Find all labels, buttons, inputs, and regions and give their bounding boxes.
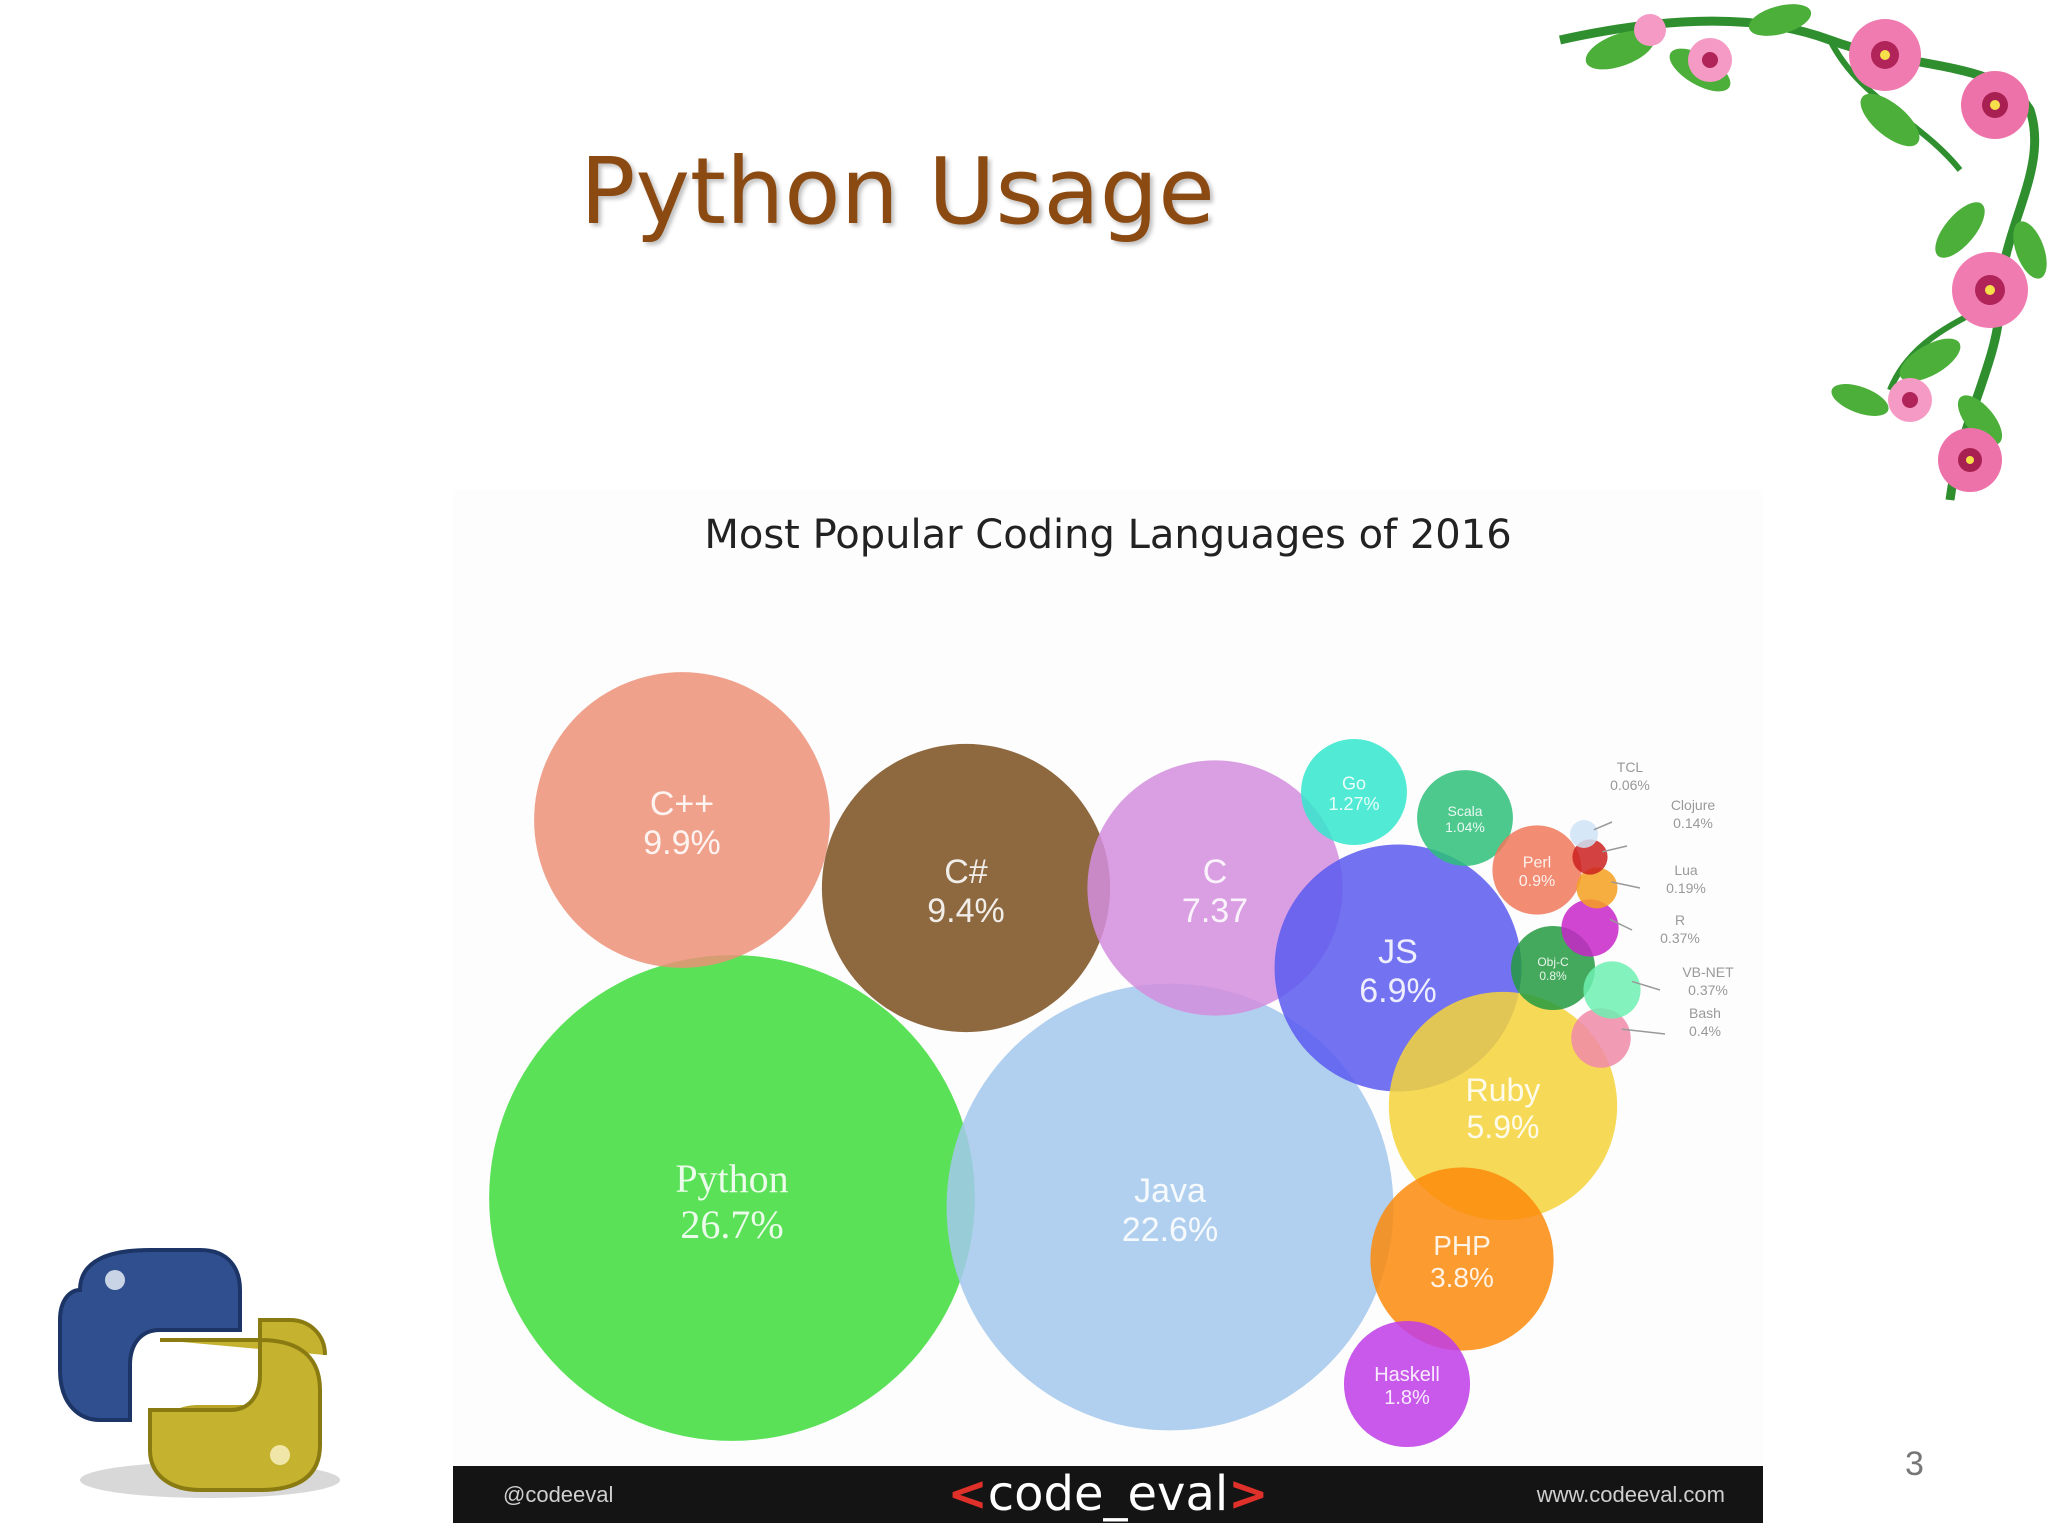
label-name-obj-c: Obj-C [1537,955,1569,969]
label-name-java: Java [1134,1172,1206,1210]
codeeval-logo: <code_eval> [453,1466,1763,1523]
bubble-scala [1417,770,1513,866]
label-name-tcl: TCL [1617,759,1644,775]
label-value-c-: 9.4% [927,892,1005,930]
logo-left-bracket: < [947,1466,988,1522]
label-value-clojure: 0.14% [1673,815,1713,831]
label-name-c: C [1203,853,1228,891]
chart-footer: @codeeval <code_eval> www.codeeval.com [453,1466,1763,1523]
label-value-python: 26.7% [680,1202,783,1247]
leader-line-vb-net [1631,980,1661,991]
label-value-lua: 0.19% [1666,880,1706,896]
label-name-c-: C# [944,853,988,891]
label-name-bash: Bash [1689,1005,1721,1021]
label-name-js: JS [1378,933,1418,971]
label-name-php: PHP [1433,1230,1491,1261]
label-name-r: R [1675,912,1685,928]
label-name-ruby: Ruby [1466,1072,1541,1108]
bubble-go [1301,739,1407,845]
label-value-bash: 0.4% [1689,1023,1721,1039]
label-name-lua: Lua [1674,862,1698,878]
leader-line-tcl [1593,821,1613,831]
leader-line-bash [1621,1028,1666,1035]
label-value-ruby: 5.9% [1467,1109,1540,1145]
label-value-r: 0.37% [1660,930,1700,946]
label-value-go: 1.27% [1328,794,1379,814]
label-value-php: 3.8% [1430,1262,1494,1293]
label-name-scala: Scala [1447,803,1482,819]
leader-line-r [1609,918,1633,931]
logo-right-bracket: > [1228,1466,1269,1522]
bubble-lua [1576,867,1618,909]
python-logo-icon [58,1248,340,1498]
footer-url: www.codeeval.com [1536,1482,1725,1507]
label-value-scala: 1.04% [1445,819,1485,835]
label-name-python: Python [675,1156,788,1201]
bubble-haskell [1343,1320,1471,1448]
footer-handle: @codeeval [503,1482,614,1507]
bubble-ruby [1388,991,1618,1221]
page-number: 3 [1905,1445,1924,1483]
bubble-r [1561,899,1619,957]
label-name-clojure: Clojure [1671,797,1716,813]
label-name-vb-net: VB-NET [1682,964,1734,980]
bubble-clojure [1572,839,1608,875]
label-name-go: Go [1342,773,1366,793]
bubble-perl [1492,825,1582,915]
label-value-obj-c: 0.8% [1539,969,1567,983]
bubble-php [1370,1167,1554,1351]
label-value-perl: 0.9% [1519,873,1555,890]
bubble-java [946,983,1394,1431]
pink-flower-vine-icon [1559,4,2047,501]
leader-line-clojure [1602,845,1628,853]
label-name-c-: C++ [650,785,714,823]
label-value-vb-net: 0.37% [1688,982,1728,998]
label-value-java: 22.6% [1122,1211,1218,1249]
label-name-perl: Perl [1523,855,1551,872]
label-value-c-: 9.9% [643,824,721,862]
bubble-python [489,955,975,1441]
label-value-tcl: 0.06% [1610,777,1650,793]
label-name-haskell: Haskell [1374,1364,1440,1386]
bubble-tcl [1570,820,1598,848]
slide-title: Python Usage [580,138,1215,245]
chart-title: Most Popular Coding Languages of 2016 [704,512,1512,558]
bubble-c- [821,743,1111,1033]
bubble-bash [1571,1008,1631,1068]
label-value-js: 6.9% [1359,972,1437,1010]
label-value-c: 7.37 [1182,892,1248,930]
bubble-vb-net [1583,961,1641,1019]
label-value-haskell: 1.8% [1384,1387,1430,1409]
logo-text: code_eval [987,1466,1229,1522]
leader-line-lua [1611,881,1641,889]
bubble-c- [534,672,830,968]
